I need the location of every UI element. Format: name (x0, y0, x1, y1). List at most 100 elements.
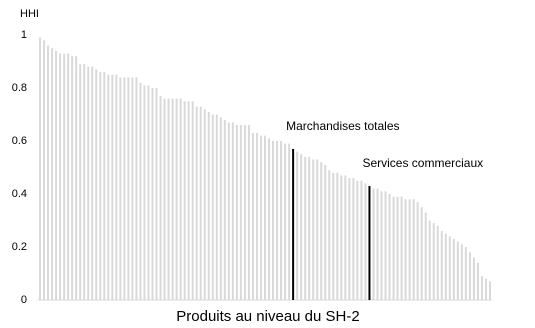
bar (187, 101, 190, 300)
bar (171, 98, 174, 300)
bar (332, 172, 335, 300)
bar (432, 223, 435, 300)
bar (488, 281, 491, 300)
bar (484, 278, 487, 300)
bar (59, 53, 62, 300)
bar (215, 114, 218, 300)
bar (296, 151, 299, 300)
y-tick-label: 0 (21, 294, 27, 306)
bar (328, 170, 331, 300)
bar (268, 138, 271, 300)
bar (280, 141, 283, 300)
bar (264, 135, 266, 300)
bar (227, 122, 230, 300)
bar (416, 201, 419, 300)
bar (276, 141, 279, 300)
annotation: Services commerciaux (362, 156, 483, 170)
bar (235, 125, 238, 300)
bar (324, 164, 327, 300)
bar (412, 199, 415, 300)
bar (135, 77, 138, 301)
bar (408, 199, 411, 300)
y-tick-label: 0.8 (12, 82, 27, 94)
bar (119, 77, 122, 301)
bar (43, 40, 46, 301)
y-axis-label: HHI (20, 8, 39, 20)
bar (444, 233, 447, 300)
bar (47, 45, 50, 300)
bar (392, 196, 395, 300)
bar (356, 180, 359, 300)
bar (348, 178, 351, 300)
bar (428, 220, 431, 300)
y-tick-label: 0.2 (12, 241, 27, 253)
bar (123, 77, 126, 301)
annotation: Marchandises totales (286, 119, 399, 133)
bar (308, 156, 311, 300)
bar (91, 66, 94, 300)
bar (127, 77, 130, 301)
bar (39, 37, 42, 301)
bar (388, 194, 391, 300)
bar (191, 101, 194, 300)
bar (480, 276, 483, 300)
bar (440, 231, 443, 300)
bar (211, 114, 214, 300)
bar (207, 111, 210, 300)
bar (259, 135, 262, 300)
bar (352, 178, 355, 300)
bar (199, 106, 202, 300)
bar (219, 117, 222, 301)
bar (472, 257, 475, 300)
bar (288, 143, 291, 300)
bar (251, 133, 254, 300)
bar (336, 172, 339, 300)
bar (400, 196, 403, 300)
bar (243, 125, 246, 300)
bar (300, 154, 303, 300)
bar (115, 74, 118, 300)
bar (372, 188, 375, 300)
bar (139, 82, 142, 300)
bar (344, 175, 347, 300)
bar (155, 88, 158, 300)
bar (167, 98, 170, 300)
bar (151, 88, 154, 300)
bar (284, 143, 287, 300)
bar (320, 162, 323, 300)
bar (87, 66, 90, 300)
bar (111, 74, 114, 300)
bar (163, 98, 166, 300)
bar (360, 180, 363, 300)
bar (183, 101, 186, 300)
bar (424, 212, 427, 300)
bar (448, 236, 451, 300)
bar (95, 69, 98, 300)
bar (99, 72, 102, 300)
bar (452, 239, 455, 300)
x-axis-label: Produits au niveau du SH-2 (176, 308, 359, 325)
bar (247, 125, 250, 300)
bar (55, 50, 58, 301)
bar (203, 109, 206, 300)
bar (63, 53, 66, 300)
bar (195, 106, 198, 300)
bar (384, 191, 387, 300)
bar (340, 175, 343, 300)
bar (292, 148, 295, 300)
bar (131, 77, 134, 301)
y-tick-label: 0.4 (12, 188, 27, 200)
bar (75, 56, 78, 301)
bar (79, 64, 82, 301)
bar (396, 196, 399, 300)
bar (368, 186, 371, 300)
bar (147, 85, 150, 300)
bar (316, 159, 319, 300)
bar (436, 225, 439, 300)
bar (255, 133, 258, 300)
y-tick-label: 1 (21, 29, 27, 41)
bar (223, 119, 226, 300)
bar (83, 64, 86, 301)
bar (143, 85, 146, 300)
bar (376, 188, 379, 300)
